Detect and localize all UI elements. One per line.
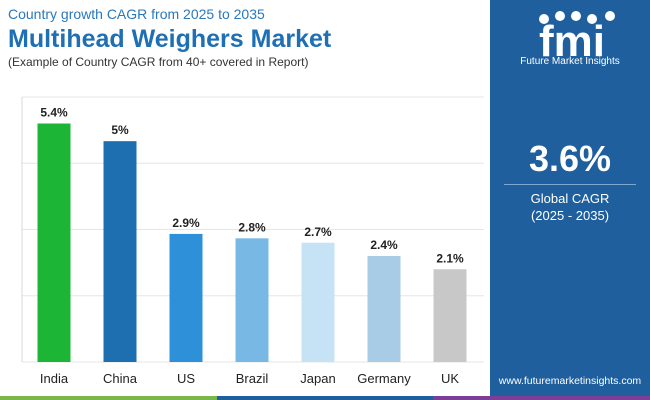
bar-japan <box>301 242 335 362</box>
bar-chart: 5.4% India 5% China 2.9% US 2.8% Brazil 2.7% Japa… <box>21 96 484 386</box>
data-label-germany: 2.4% <box>370 238 398 252</box>
bar-germany <box>367 256 401 362</box>
chart-title: Multihead Weighers Market <box>8 25 332 53</box>
side-panel: fmi Future Market Insights 3.6% Global C… <box>490 0 650 400</box>
data-label-uk: 2.1% <box>436 251 464 265</box>
bar-india <box>37 123 71 362</box>
bottom-bar-green <box>0 396 217 400</box>
bar-uk <box>433 269 467 362</box>
data-label-china: 5% <box>111 123 129 137</box>
x-tick-label-japan: Japan <box>300 371 335 386</box>
global-cagr-value: 3.6% <box>528 138 612 179</box>
bottom-bar-blue <box>216 396 434 400</box>
x-tick-label-china: China <box>103 371 138 386</box>
brand-name: Future Market Insights <box>520 56 620 67</box>
data-label-brazil: 2.8% <box>238 220 266 234</box>
bar-brazil <box>235 238 269 362</box>
fmi-logo: fmi <box>539 11 615 66</box>
x-tick-label-india: India <box>40 371 69 386</box>
logo-letters: fmi <box>539 17 605 66</box>
data-label-india: 5.4% <box>40 106 68 120</box>
x-tick-label-us: US <box>177 371 195 386</box>
bar-china <box>103 141 137 362</box>
chart-header: Country growth CAGR from 2025 to 2035 Mu… <box>8 6 488 70</box>
global-cagr-label-line1: Global CAGR <box>530 191 610 206</box>
data-label-japan: 2.7% <box>304 225 332 239</box>
bottom-bar-purple <box>433 396 650 400</box>
x-tick-label-brazil: Brazil <box>236 371 269 386</box>
global-cagr-label: Global CAGR (2025 - 2035) <box>490 190 650 224</box>
global-cagr-period: (2025 - 2035) <box>530 208 610 223</box>
bar-us <box>169 233 203 362</box>
bottom-color-bar <box>0 396 650 400</box>
x-tick-label-germany: Germany <box>357 371 411 386</box>
website-link[interactable]: www.futuremarketinsights.com <box>498 375 642 387</box>
stat-divider <box>504 184 636 185</box>
chart-subtitle: Country growth CAGR from 2025 to 2035 <box>8 6 265 22</box>
x-tick-label-uk: UK <box>441 371 459 386</box>
data-label-us: 2.9% <box>172 216 200 230</box>
chart-note: (Example of Country CAGR from 40+ covere… <box>8 55 309 69</box>
